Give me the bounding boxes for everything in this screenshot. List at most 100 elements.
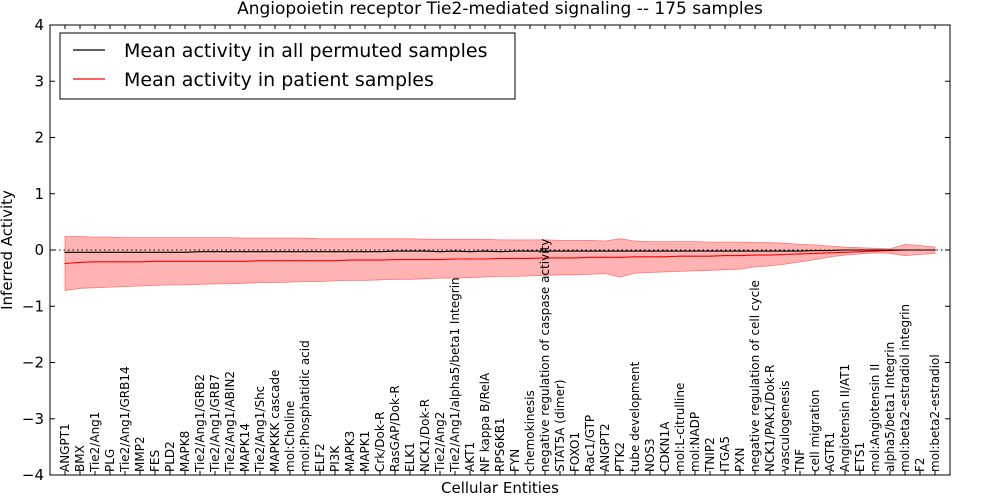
data-point-patient <box>64 262 66 265</box>
x-tick-label: Angiotensin II/AT1 <box>838 364 852 472</box>
data-point-patient <box>454 258 456 260</box>
data-point-patient <box>604 256 606 258</box>
data-point-patient <box>154 260 156 262</box>
data-point-permuted <box>709 250 711 252</box>
x-tick-label: PXN <box>733 448 747 472</box>
data-point-patient <box>739 255 741 257</box>
data-point-patient <box>544 257 546 259</box>
data-point-permuted <box>649 250 651 252</box>
data-point-permuted <box>169 251 171 253</box>
data-point-permuted <box>754 250 756 252</box>
x-tick-label: RasGAP/Dok-R <box>388 385 402 472</box>
data-point-permuted <box>604 250 606 252</box>
data-point-patient <box>574 257 576 259</box>
x-tick-label: FES <box>148 450 162 472</box>
data-point-permuted <box>289 251 291 253</box>
x-tick-label: TNF <box>793 449 807 473</box>
x-tick-label: ANGPT2 <box>598 423 612 472</box>
y-tick-label: 3 <box>34 72 44 90</box>
x-tick-label: ITGA5 <box>718 436 732 472</box>
data-point-permuted <box>469 251 471 253</box>
data-point-patient <box>799 253 801 255</box>
x-tick-label: Tie2/Ang1/GRB2 <box>193 374 207 473</box>
x-tick-label: tube development <box>628 361 642 472</box>
confidence-band-layer <box>64 236 936 291</box>
x-axis-label: Cellular Entities <box>441 479 559 497</box>
data-point-permuted <box>814 250 816 252</box>
x-tick-label: Rac1/GTP <box>583 415 597 472</box>
x-tick-label: mol:Choline <box>283 401 297 472</box>
x-tick-label: Tie2/Ang2 <box>433 412 447 473</box>
data-point-permuted <box>124 251 126 253</box>
data-point-patient <box>124 261 126 263</box>
x-tick-label: Tie2/Ang1/alpha5/beta1 Integrin <box>448 277 462 473</box>
data-point-patient <box>94 261 96 263</box>
data-point-patient <box>619 256 621 258</box>
data-point-permuted <box>439 251 441 253</box>
x-tick-label: mol:beta2-estradiol <box>928 354 942 472</box>
x-tick-label: mol:Angiotensin II <box>868 364 882 472</box>
chart-title: Angiopoietin receptor Tie2-mediated sign… <box>237 0 763 19</box>
x-tick-label: Crk/Dok-R <box>373 411 387 472</box>
x-tick-label: Tie2/Ang1/GRB14 <box>118 366 132 473</box>
x-tick-label: MAPKKK cascade <box>268 370 282 472</box>
data-point-patient <box>514 257 516 259</box>
data-point-permuted <box>694 250 696 252</box>
data-point-patient <box>304 260 306 262</box>
series-layer <box>64 249 936 265</box>
data-point-permuted <box>769 250 771 252</box>
data-point-permuted <box>874 249 876 251</box>
x-tick-label: RPS6KB1 <box>493 417 507 472</box>
data-point-permuted <box>514 250 516 252</box>
x-tick-label: alpha5/beta1 Integrin <box>883 342 897 472</box>
y-tick-label: 4 <box>34 16 44 34</box>
data-point-patient <box>109 261 111 263</box>
data-point-patient <box>139 261 141 263</box>
data-point-permuted <box>109 251 111 253</box>
x-tick-label: ELK1 <box>403 442 417 472</box>
x-tick-label: F2 <box>913 457 927 472</box>
data-point-patient <box>469 258 471 260</box>
x-tick-label: NCK1/PAK1/Dok-R <box>763 365 777 472</box>
x-tick-label: FYN <box>508 449 522 472</box>
data-point-permuted <box>199 251 201 253</box>
x-tick-label: mol:beta2-estradiol integrin <box>898 304 912 472</box>
x-tick-label: AKT1 <box>463 442 477 472</box>
y-tick-label: 1 <box>34 185 44 203</box>
x-tick-label: mol:NADP <box>688 412 702 472</box>
data-point-permuted <box>304 251 306 253</box>
data-point-patient <box>169 260 171 262</box>
legend-label-permuted: Mean activity in all permuted samples <box>124 40 487 62</box>
data-point-permuted <box>364 251 366 253</box>
data-point-permuted <box>724 250 726 252</box>
data-point-patient <box>199 260 201 262</box>
data-point-permuted <box>619 250 621 252</box>
x-tick-label: chemokinesis <box>523 390 537 472</box>
data-point-permuted <box>904 249 906 251</box>
x-tick-label: MMP2 <box>133 436 147 472</box>
data-point-patient <box>364 259 366 261</box>
data-point-permuted <box>829 250 831 252</box>
data-point-patient <box>334 260 336 262</box>
data-point-patient <box>244 260 246 262</box>
data-point-patient <box>349 259 351 261</box>
data-point-patient <box>394 259 396 261</box>
data-point-patient <box>814 252 816 254</box>
y-axis-label: Inferred Activity <box>0 190 16 310</box>
data-point-patient <box>724 255 726 257</box>
data-point-patient <box>409 259 411 261</box>
x-tick-label: negative regulation of caspase activity <box>538 239 552 472</box>
data-point-permuted <box>919 249 921 251</box>
x-tick-label: MAPK1 <box>358 431 372 472</box>
data-point-permuted <box>574 250 576 252</box>
y-tick-label: −2 <box>22 354 44 372</box>
x-tick-label: PLD2 <box>163 441 177 472</box>
data-point-permuted <box>184 251 186 253</box>
data-point-permuted <box>664 250 666 252</box>
data-point-patient <box>769 254 771 256</box>
data-point-permuted <box>259 251 261 253</box>
data-point-patient <box>784 253 786 256</box>
data-point-permuted <box>379 251 381 253</box>
data-point-permuted <box>79 251 81 253</box>
data-point-patient <box>709 255 711 257</box>
